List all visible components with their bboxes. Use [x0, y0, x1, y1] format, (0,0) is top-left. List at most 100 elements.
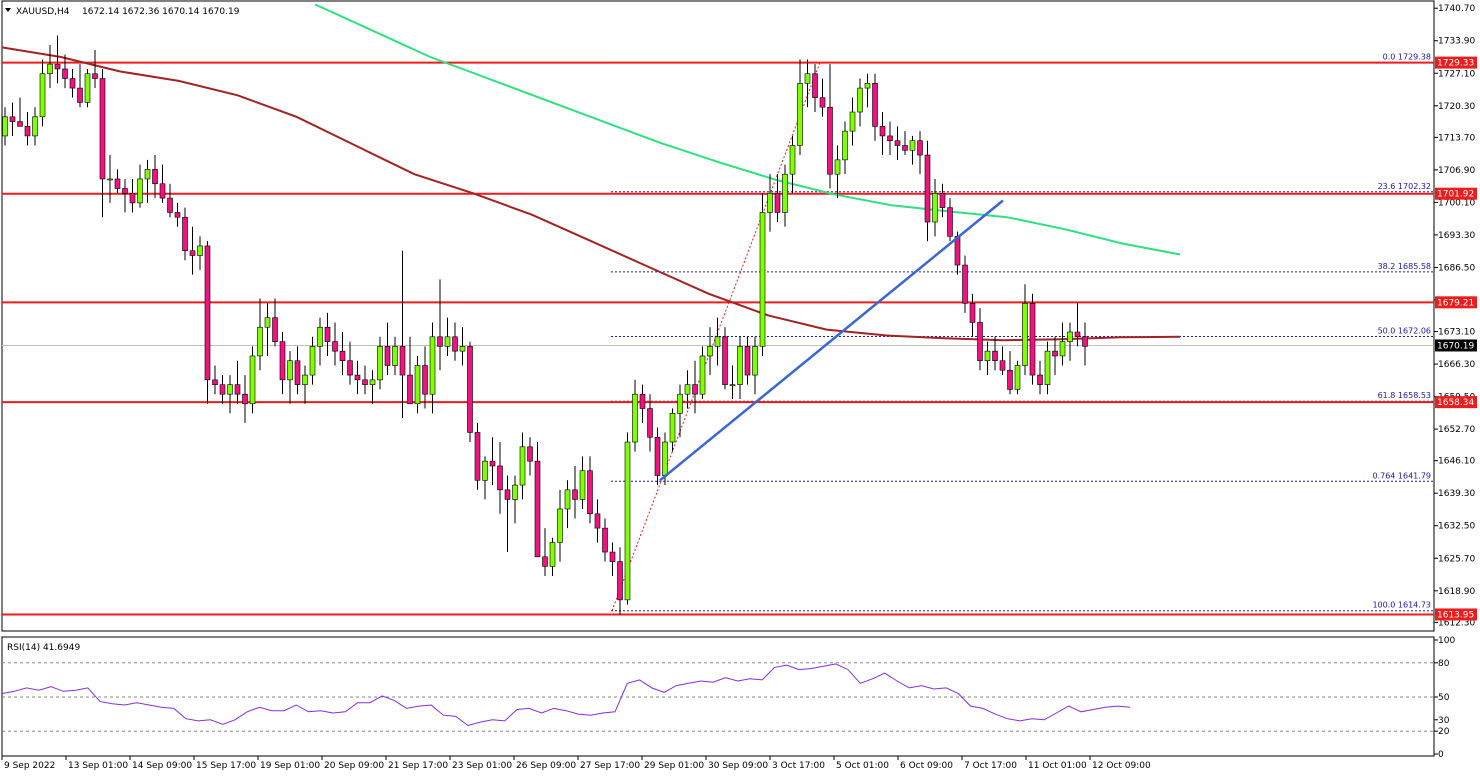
candle-body-bull — [782, 173, 788, 213]
candle — [737, 336, 743, 399]
candle — [602, 518, 608, 562]
time-tick-label: 7 Oct 17:00 — [964, 761, 1017, 771]
time-tick-label: 5 Oct 01:00 — [836, 761, 889, 771]
candle-body-bull — [714, 336, 721, 347]
candle-body-bear — [812, 73, 818, 98]
candle-body-bear — [114, 178, 121, 189]
candle-body-bull — [909, 140, 916, 151]
time-tick-label: 3 Oct 17:00 — [772, 761, 825, 771]
price-tick-label: 1639.30 — [1438, 489, 1475, 499]
candle-body-bull — [482, 460, 488, 481]
fib-level-label: 50.0 1672.06 — [1378, 327, 1431, 336]
candle — [902, 131, 908, 156]
candle — [647, 394, 653, 452]
candle-body-bear — [129, 193, 136, 204]
candle — [962, 255, 968, 313]
level-price-tag-label: 1701.92 — [1437, 190, 1474, 200]
support-trendline[interactable] — [659, 199, 1004, 482]
candle-body-bear — [1007, 369, 1013, 390]
candle — [669, 408, 676, 452]
candle — [557, 489, 563, 562]
candle-body-bear — [77, 87, 83, 103]
candle — [767, 174, 773, 232]
candle — [782, 164, 788, 227]
moving-averages — [1, 3, 1181, 342]
dropdown-triangle-icon[interactable] — [5, 8, 11, 12]
candle-body-bull — [512, 484, 518, 500]
candle — [624, 432, 631, 605]
candle — [114, 169, 121, 194]
candle — [804, 59, 811, 108]
candle-body-bull — [834, 159, 841, 175]
candle — [714, 317, 721, 366]
candle — [309, 336, 316, 385]
candle-body-bear — [819, 97, 826, 108]
candle-body-bull — [932, 193, 938, 223]
candle — [287, 351, 293, 404]
candle — [414, 355, 421, 414]
candle — [167, 183, 173, 218]
time-tick-label: 13 Sep 01:00 — [68, 761, 128, 771]
candle-body-bull — [737, 346, 743, 385]
level-price-tag-label: 1679.21 — [1437, 298, 1474, 308]
candle-body-bear — [1082, 336, 1088, 347]
candle-body-bear — [497, 465, 503, 491]
candle-body-bull — [684, 384, 691, 395]
level-price-tag-label: 1613.95 — [1437, 610, 1474, 620]
candle-body-bear — [242, 393, 248, 405]
candle — [122, 178, 128, 213]
candle — [174, 202, 181, 227]
candle — [639, 384, 646, 423]
candle-body-bear — [962, 264, 968, 304]
candle — [204, 241, 211, 404]
candle-body-bear — [272, 317, 278, 342]
ohlc-readout: 1672.14 1672.36 1670.14 1670.19 — [82, 7, 240, 17]
candle — [482, 456, 488, 500]
candle — [1074, 303, 1081, 347]
candle — [32, 107, 38, 146]
candle — [587, 456, 593, 524]
candle-body-bull — [804, 73, 811, 84]
candle — [632, 379, 638, 452]
candle-body-bear — [879, 126, 886, 137]
candle — [54, 35, 61, 84]
candle — [594, 499, 601, 543]
rsi-tick-label: 100 — [1438, 636, 1455, 646]
candle — [819, 78, 826, 117]
rsi-tick-label: 0 — [1438, 750, 1444, 760]
candle-body-bear — [587, 470, 593, 515]
candle-body-bull — [414, 365, 421, 405]
candle-body-bear — [9, 116, 16, 122]
candle-body-bear — [1074, 331, 1081, 338]
candle — [9, 102, 16, 136]
candle — [257, 298, 263, 371]
candle-body-bear — [54, 63, 61, 70]
rsi-tick-label: 80 — [1438, 659, 1450, 669]
candle-body-bear — [17, 121, 23, 127]
candle-body-bear — [99, 78, 106, 180]
time-tick-label: 6 Oct 09:00 — [900, 761, 953, 771]
candle — [1029, 293, 1036, 385]
time-tick-label: 30 Sep 09:00 — [708, 761, 768, 771]
candle — [722, 327, 728, 390]
candle-body-bear — [939, 193, 946, 208]
trendlines[interactable] — [659, 199, 1004, 482]
level-price-tag-label: 1729.33 — [1437, 59, 1474, 69]
candle-body-bull — [84, 73, 91, 103]
candle — [692, 360, 698, 414]
price-tick-label: 1727.10 — [1438, 69, 1475, 79]
rsi-title: RSI(14) 41.6949 — [7, 643, 80, 653]
candle-body-bull — [39, 73, 46, 118]
candle — [137, 164, 143, 208]
candle — [1052, 336, 1058, 376]
candle — [579, 456, 586, 509]
candle — [437, 279, 443, 371]
time-tick-label: 12 Oct 09:00 — [1092, 761, 1151, 771]
candle-body-bear — [924, 154, 931, 223]
candle — [332, 322, 338, 366]
candle — [497, 442, 503, 514]
candle-body-bull — [767, 193, 773, 213]
candle — [459, 327, 466, 366]
price-tags: 1729.33 1701.92 1679.21 1658.34 1613.95 1670.… — [1435, 56, 1477, 621]
